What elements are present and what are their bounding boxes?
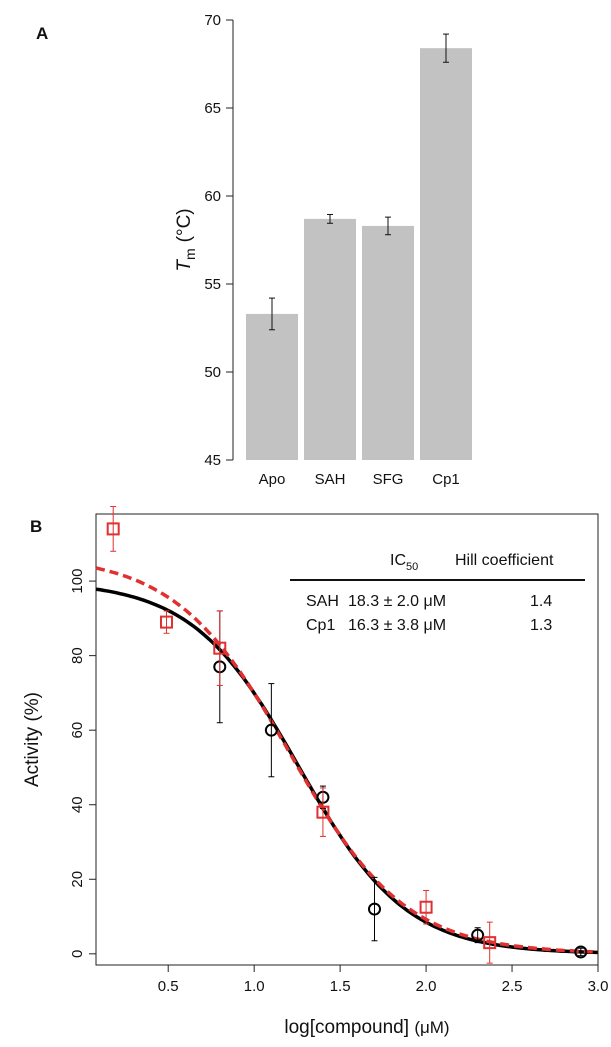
ic50-sub: 50	[406, 561, 418, 573]
y-tick-label: 70	[204, 12, 221, 29]
x-tick-label: 2.5	[502, 978, 523, 995]
point-sah	[471, 928, 485, 942]
y-tick-label: 40	[69, 796, 86, 813]
y-title-sub: m	[182, 248, 198, 260]
y-tick-label: 20	[69, 871, 86, 888]
y-tick-label: 60	[204, 188, 221, 205]
y-tick-label: 60	[69, 722, 86, 739]
bar-sfg	[362, 225, 414, 460]
category-label: Cp1	[432, 471, 460, 488]
point-sah	[368, 902, 382, 916]
panel-b-dose-response: 0.5 1.0 1.5 2.0 2.5 3.0 0 20 40 60 80 100 log[compou…	[22, 506, 609, 1038]
fit-curve-sah	[95, 587, 598, 955]
x-title-main: log[compound]	[284, 1017, 414, 1038]
y-tick-label: 65	[204, 100, 221, 117]
y-axis-title: Tm (°C)	[174, 208, 198, 271]
table-row-hill: 1.4	[530, 593, 552, 610]
point-cp1	[159, 615, 173, 629]
panel-b-label: B	[30, 517, 42, 536]
x-tick-label: 1.5	[330, 978, 351, 995]
x-tick-label: 1.0	[244, 978, 265, 995]
y-title-unit: (°C)	[174, 208, 195, 242]
fit-curve-cp1	[95, 566, 598, 954]
bar-apo	[246, 313, 298, 460]
x-tick-label: 2.0	[416, 978, 437, 995]
point-cp1	[419, 900, 433, 914]
point-cp1	[483, 936, 497, 950]
point-sah	[574, 945, 588, 959]
category-label: SFG	[373, 471, 404, 488]
y-tick-label: 45	[204, 452, 221, 469]
point-cp1	[316, 805, 330, 819]
x-axis-title: log[compound] (μM)	[284, 1017, 449, 1038]
x-title-unit: (μM)	[414, 1018, 449, 1037]
plot-frame	[95, 513, 599, 966]
table-header-ic50: IC50	[390, 552, 418, 573]
y-tick-label: 100	[69, 569, 86, 594]
x-tick-label: 0.5	[158, 978, 179, 995]
y-tick-label: 0	[69, 950, 86, 958]
point-cp1	[213, 641, 227, 655]
y-axis-title: Activity (%)	[22, 692, 43, 787]
y-tick-label: 55	[204, 276, 221, 293]
y-tick-label: 50	[204, 364, 221, 381]
category-label: SAH	[315, 471, 346, 488]
table-row-ic50: 16.3 ± 3.8 μM	[348, 617, 446, 634]
table-header-hill: Hill coefficient	[455, 552, 554, 569]
table-row-ic50: 18.3 ± 2.0 μM	[348, 593, 446, 610]
panel-a-label: A	[36, 24, 48, 43]
table-row-hill: 1.3	[530, 617, 552, 634]
y-title-main: T	[174, 259, 195, 272]
ic50-main: IC	[390, 552, 406, 569]
panel-a-bar-chart: 45 50 55 60 65 70 Apo SAH SFG Cp1 Tm (°C)	[174, 12, 472, 488]
point-sah	[264, 723, 278, 737]
point-cp1	[106, 522, 120, 536]
x-tick-label: 3.0	[588, 978, 609, 995]
bar-cp1	[420, 48, 472, 460]
table-row-name: Cp1	[306, 617, 335, 634]
table-row-name: SAH	[306, 593, 339, 610]
category-label: Apo	[259, 471, 286, 488]
y-tick-label: 80	[69, 647, 86, 664]
bar-sah	[304, 218, 356, 460]
